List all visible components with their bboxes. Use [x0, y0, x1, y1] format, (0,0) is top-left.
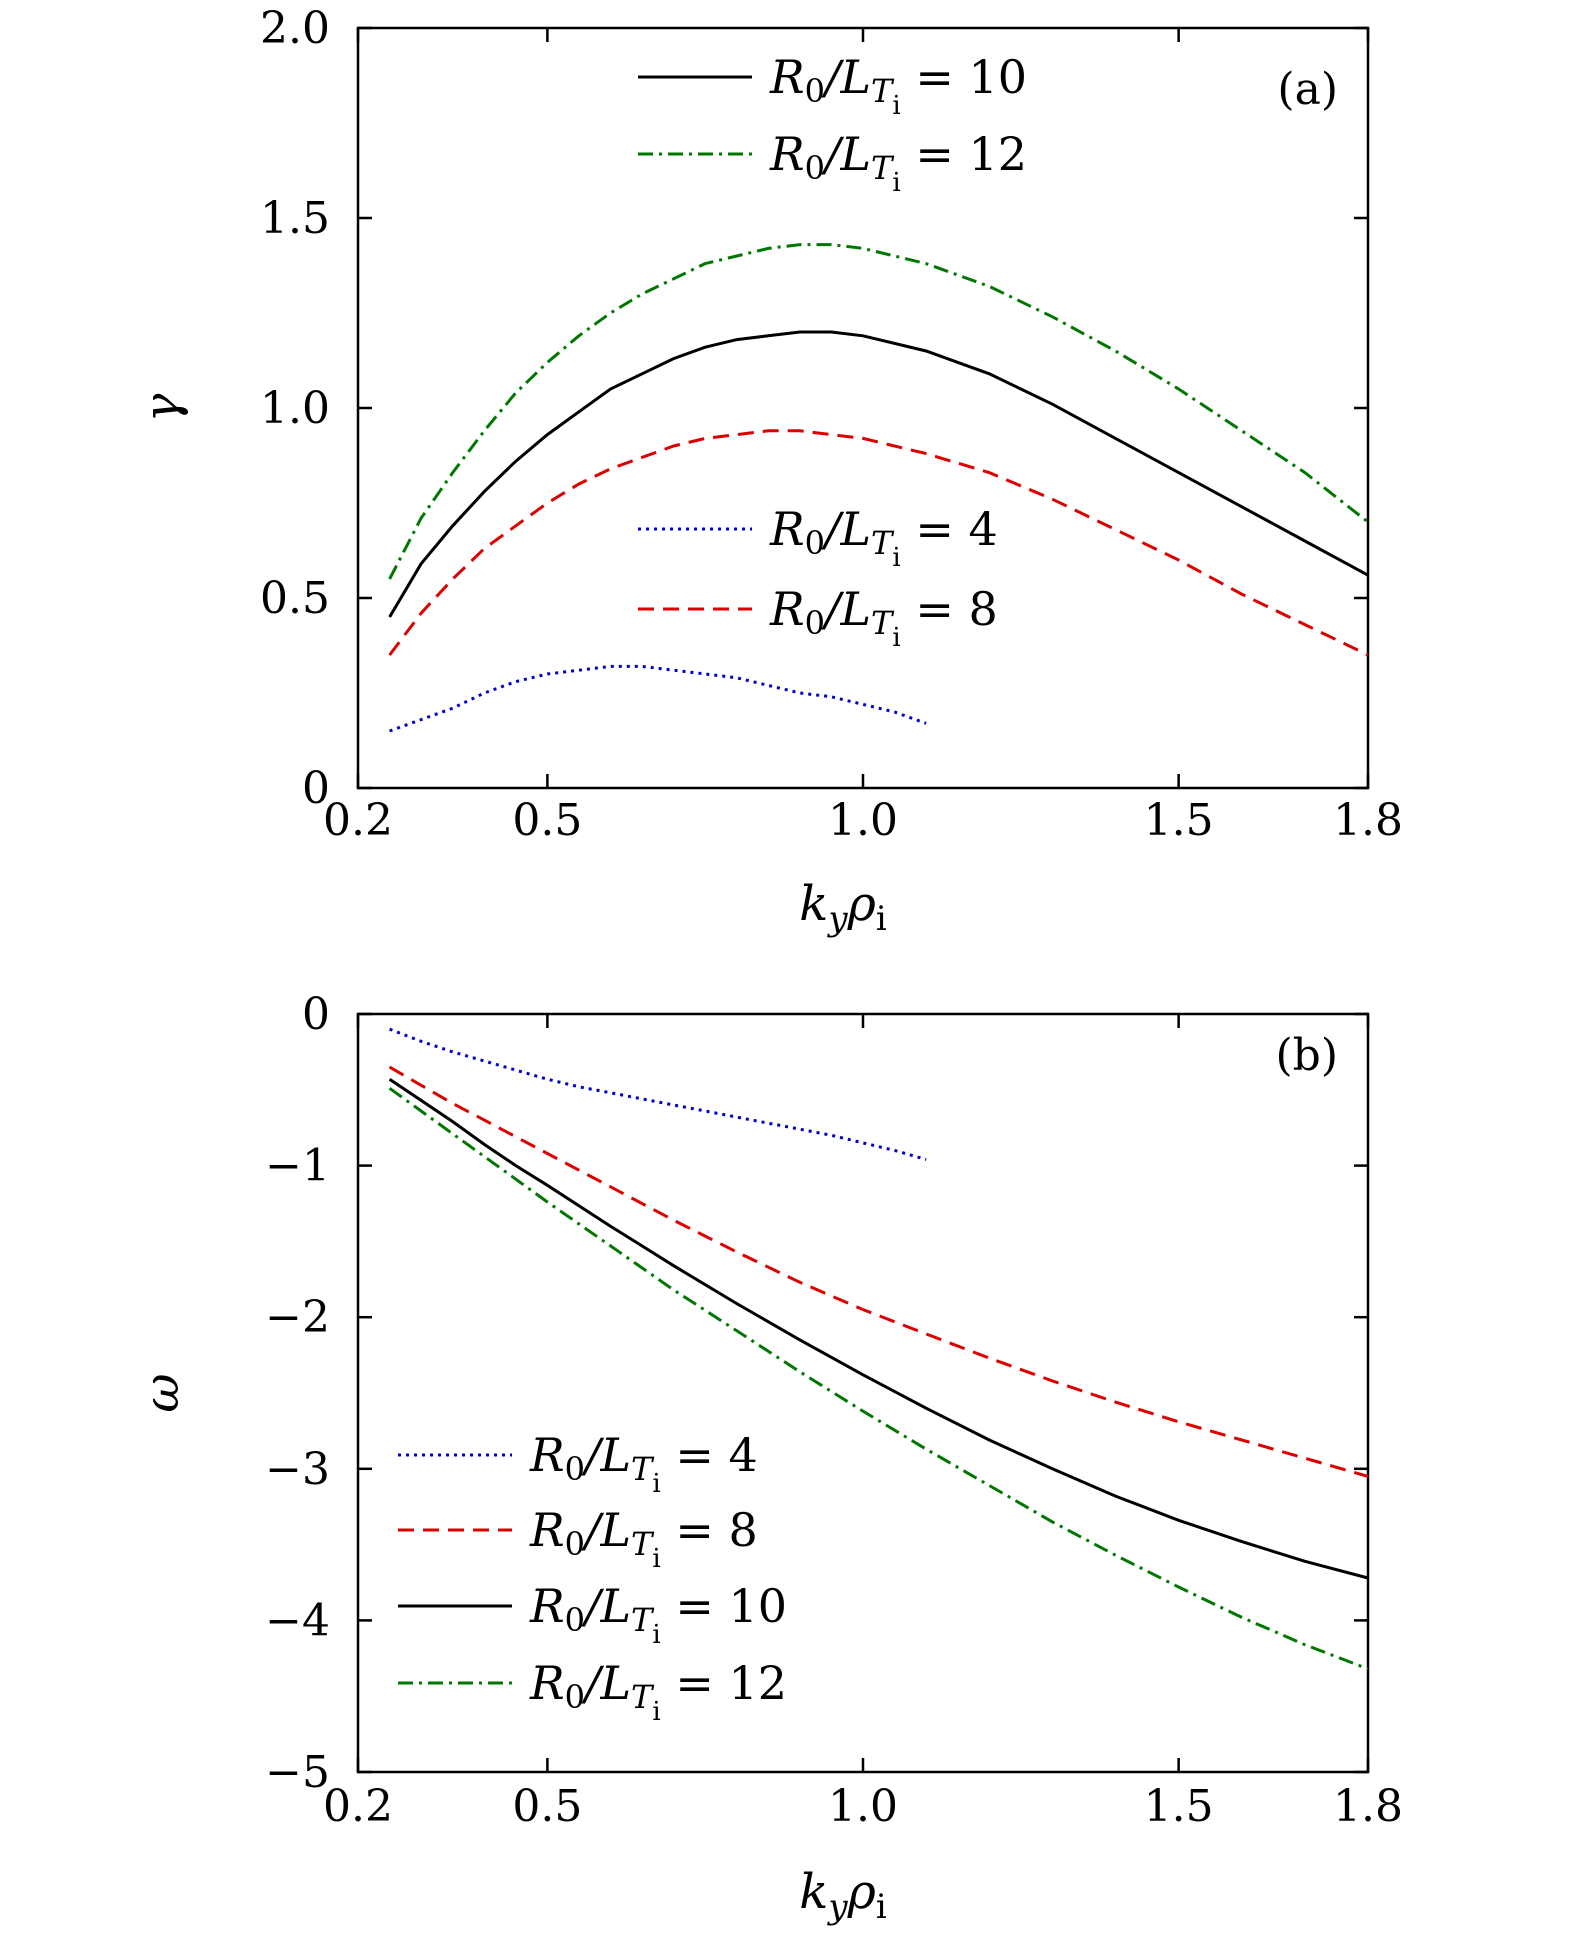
series-line-012 — [388, 1087, 1369, 1671]
y-tick-label: −4 — [265, 1595, 330, 1646]
x-tick-label: 1.5 — [1144, 1781, 1214, 1832]
legend-label: R0/LTi = 4 — [769, 502, 998, 573]
y-tick-label: 1.5 — [260, 193, 330, 244]
y-tick-label: 0 — [302, 763, 330, 814]
series-line-04 — [389, 1027, 927, 1161]
legend-label: R0/LTi = 12 — [529, 1656, 787, 1727]
legend-label: R0/LTi = 8 — [529, 1503, 758, 1574]
legend-label: R0/LTi = 10 — [769, 50, 1027, 121]
legend-label: R0/LTi = 8 — [769, 582, 998, 653]
series-line-012 — [388, 243, 1369, 580]
panel-tag: (b) — [1276, 1030, 1339, 1081]
y-tick-label: 0 — [302, 989, 330, 1040]
x-tick-label: 0.2 — [323, 1781, 393, 1832]
x-tick-label: 1.8 — [1333, 795, 1403, 846]
x-axis-label: kyρi — [799, 1864, 887, 1927]
x-tick-label: 0.5 — [512, 1781, 582, 1832]
series-line-010 — [388, 330, 1369, 618]
y-tick-label: 2.0 — [260, 3, 330, 54]
x-tick-label: 1.8 — [1333, 1781, 1403, 1832]
panel-b: 0.2 0.5 1.0 1.5 1.8 0 −1 −2 −3 −4 −5 kyρi ω (b) R0/LTi… — [134, 989, 1403, 1927]
x-tick-label: 1.5 — [1144, 795, 1214, 846]
y-tick-label: 0.5 — [260, 573, 330, 624]
y-tick-label: −5 — [265, 1747, 330, 1798]
legend-label: R0/LTi = 12 — [769, 127, 1027, 198]
series-line-04 — [389, 664, 927, 733]
legend-label: R0/LTi = 10 — [529, 1579, 787, 1650]
y-tick-label: 1.0 — [260, 383, 330, 434]
y-tick-label: −2 — [265, 1292, 330, 1343]
x-tick-label: 0.2 — [323, 795, 393, 846]
y-axis-label: ω — [134, 1373, 190, 1412]
panel-tag: (a) — [1277, 64, 1338, 115]
panel-a: 0.2 0.5 1.0 1.5 1.8 0 0.5 1.0 1.5 2.0 kyρi γ (a) R0/L… — [134, 3, 1403, 939]
y-tick-label: −1 — [265, 1141, 330, 1192]
y-axis-label: γ — [134, 393, 190, 422]
legend-label: R0/LTi = 4 — [529, 1428, 758, 1499]
x-tick-label: 1.0 — [828, 1781, 898, 1832]
series-line-08 — [388, 429, 1369, 657]
x-tick-label: 0.5 — [512, 795, 582, 846]
series-line-08 — [388, 1065, 1369, 1478]
x-axis-label: kyρi — [799, 876, 887, 939]
y-tick-label: −3 — [265, 1444, 330, 1495]
x-tick-label: 1.0 — [828, 795, 898, 846]
plot-frame — [356, 1012, 1370, 1774]
series-line-010 — [388, 1077, 1369, 1580]
